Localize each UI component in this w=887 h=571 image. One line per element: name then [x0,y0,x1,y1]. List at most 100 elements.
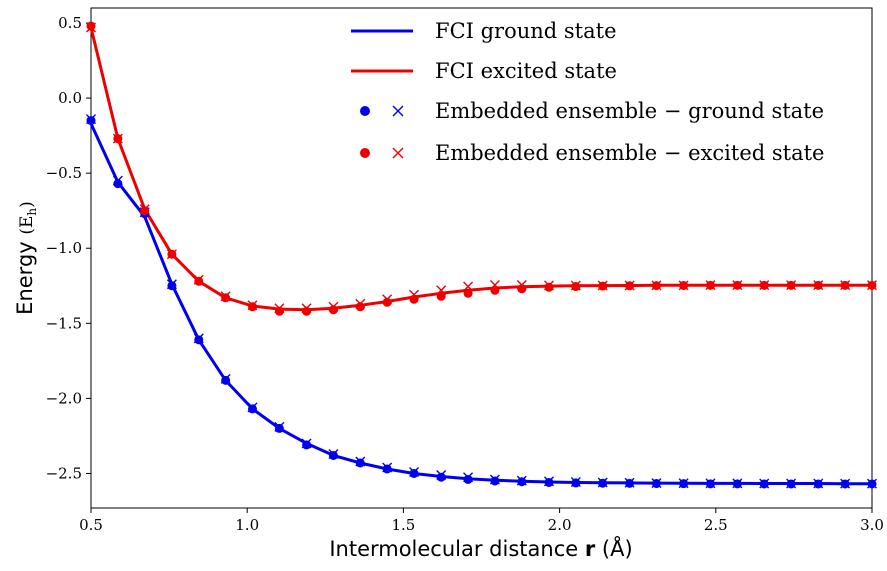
data-point-cross [732,478,743,489]
data-point-dot [463,474,473,484]
data-point-cross [840,280,851,291]
data-point-cross [274,421,285,432]
data-point-cross [678,280,689,291]
data-point-dot [86,21,96,31]
data-point-dot [355,458,365,468]
data-point-dot [463,288,473,298]
data-point-cross [382,462,393,473]
data-point-dot [194,276,204,286]
data-point-cross [759,280,770,291]
data-point-cross [786,280,797,291]
y-axis-label-text: Energy [13,241,37,315]
data-point-cross [867,478,877,489]
data-point-dot [140,206,150,216]
data-point-cross [247,402,258,413]
data-point-cross [86,22,96,33]
legend-entry-fci-ground: FCI ground state [351,19,617,43]
data-point-cross [867,280,877,291]
legend: FCI ground state FCI excited state Embed… [351,19,824,165]
data-point-cross [193,274,204,285]
legend-label-fci-ground: FCI ground state [435,19,617,43]
legend-entry-fci-excited: FCI excited state [351,59,617,83]
data-point-cross [409,289,420,300]
data-point-cross [651,280,662,291]
data-point-dot [302,306,312,316]
data-point-dot [302,440,312,450]
x-axis-ticks: 0.5 1.0 1.5 2.0 2.5 3.0 [79,508,884,534]
data-point-cross [597,280,608,291]
data-point-dot [382,297,392,307]
data-point-cross [678,478,689,489]
x-axis-label-unit: (Å) [602,535,633,561]
x-tick-label: 3.0 [860,516,884,534]
x-tick-label: 1.5 [391,516,415,534]
data-point-cross [274,303,285,314]
y-tick-label: 0.5 [58,14,82,32]
data-point-cross [247,300,258,311]
data-point-dot [221,293,231,303]
y-tick-label: −2.0 [46,389,82,407]
data-point-cross [301,303,312,314]
data-point-dot [517,477,527,487]
data-point-dot [328,450,338,460]
data-point-cross [139,204,150,215]
data-point-dot [436,472,446,482]
data-point-cross [786,478,797,489]
data-point-cross [328,448,339,459]
data-point-cross [166,249,177,260]
data-point-cross [409,466,420,477]
data-point-cross [543,280,554,291]
data-point-cross [759,478,770,489]
legend-entry-ensemble-excited: Embedded ensemble − excited state [360,141,824,165]
data-point-dot [86,116,96,126]
data-point-cross [516,280,527,291]
plot-area [90,7,873,509]
data-point-cross [489,474,500,485]
y-axis-label: Energy (Eh) [13,201,39,315]
data-point-dot [248,302,258,312]
data-point-dot [490,476,500,486]
data-point-cross [732,280,743,291]
series-layer [86,21,877,489]
data-point-dot [382,464,392,474]
legend-label-fci-excited: FCI excited state [435,59,617,83]
series-line-1 [89,27,872,312]
x-tick-label: 1.0 [235,516,259,534]
data-point-dot [248,404,258,414]
data-point-cross [436,469,447,480]
data-point-cross [813,478,824,489]
data-point-dot [113,179,123,189]
data-point-dot [409,294,419,304]
data-point-dot [490,285,500,295]
data-point-cross [86,114,96,125]
data-point-cross [597,477,608,488]
x-tick-label: 0.5 [79,516,103,534]
data-point-cross [543,476,554,487]
y-tick-label: −2.5 [46,464,82,482]
data-point-cross [570,280,581,291]
data-point-cross [220,291,231,302]
data-point-dot [194,335,204,345]
x-axis-label-symbol: r [585,537,596,561]
data-point-dot [544,282,554,292]
y-axis-label-sub: h [25,208,39,216]
y-axis-label-unit: (E [17,216,37,235]
data-point-cross [624,280,635,291]
y-axis-ticks: 0.5 0.0 −0.5 −1.0 −1.5 −2.0 −2.5 [46,14,91,482]
data-point-cross [570,477,581,488]
data-point-dot [544,477,554,487]
data-point-dot [436,291,446,301]
data-point-cross [705,280,716,291]
data-point-dot [274,306,284,316]
data-point-cross [301,438,312,449]
x-tick-label: 2.0 [548,516,572,534]
data-point-dot [571,282,581,292]
data-point-dot [355,302,365,312]
data-point-cross [651,478,662,489]
data-point-cross [840,478,851,489]
data-point-dot [221,375,231,385]
legend-label-ensemble-excited: Embedded ensemble − excited state [435,141,824,165]
legend-cross-red [392,147,404,159]
data-point-cross [193,333,204,344]
